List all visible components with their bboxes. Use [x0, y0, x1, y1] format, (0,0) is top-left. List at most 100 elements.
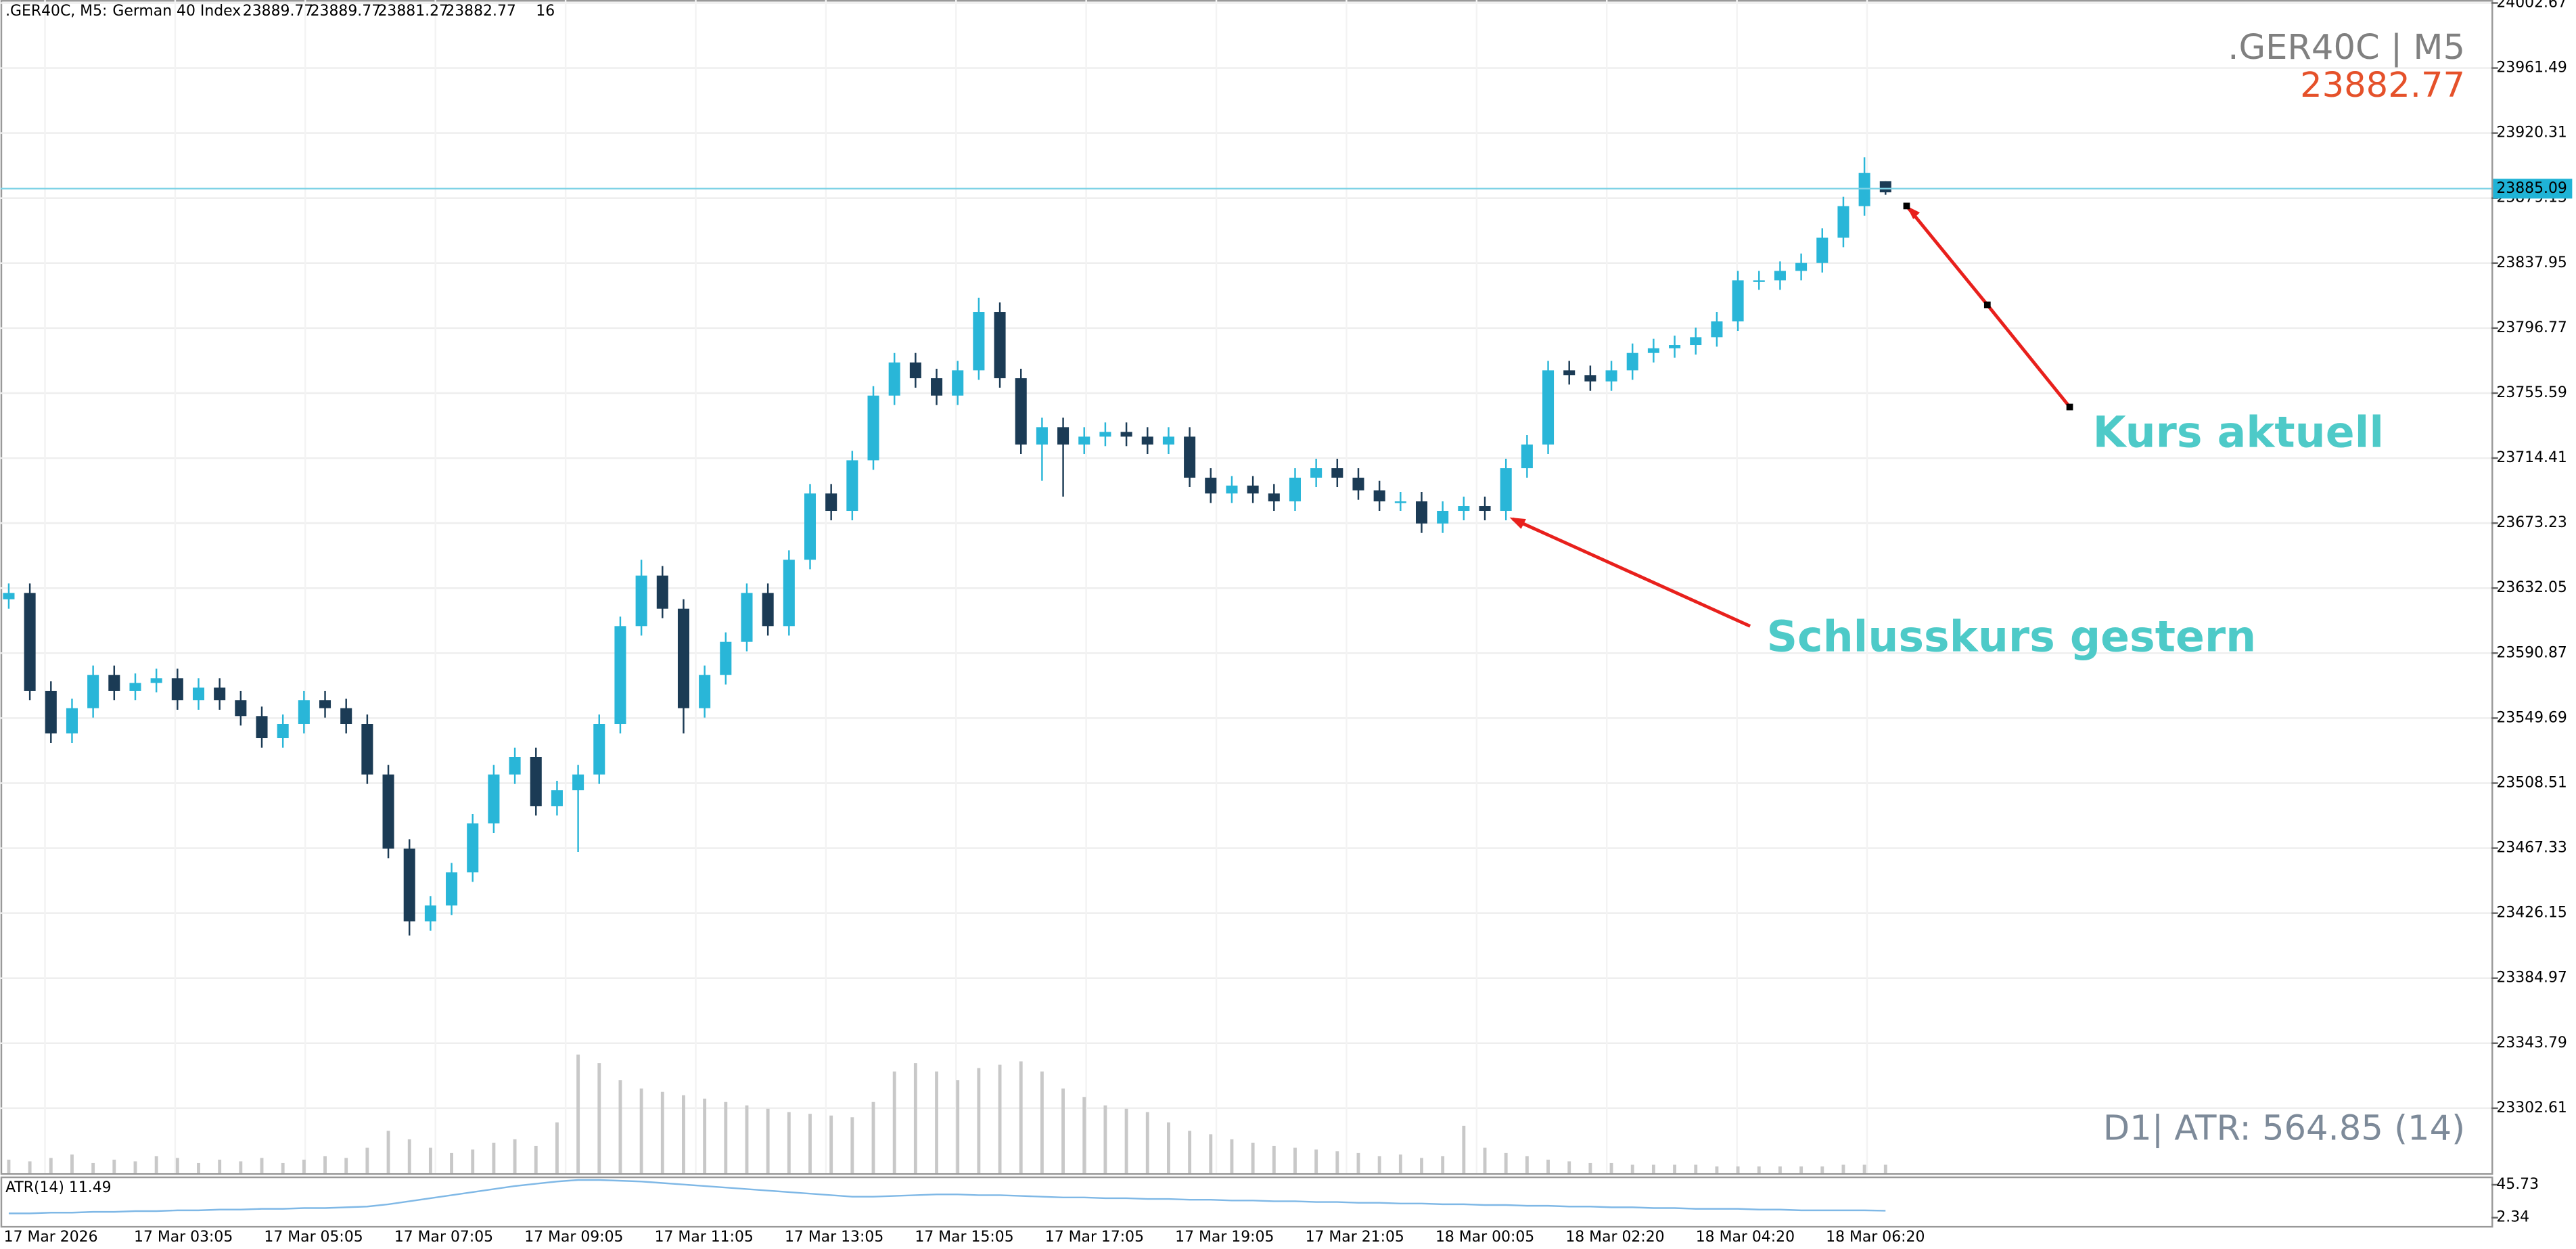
candle-body	[1289, 478, 1301, 502]
candle-body	[530, 757, 542, 807]
atr-title: ATR(14) 11.49	[5, 1179, 112, 1196]
y-tick-label: 23837.95	[2496, 254, 2567, 271]
price-label-box	[2493, 179, 2573, 199]
candle-body	[256, 716, 268, 739]
y-tick-label: 23961.49	[2496, 60, 2567, 76]
atr-pane	[0, 1176, 2493, 1228]
x-tick-label: 17 Mar 19:05	[1175, 1229, 1274, 1246]
candle-body	[1226, 485, 1238, 494]
y-tick-label: 23549.69	[2496, 709, 2567, 726]
candle-body	[909, 362, 921, 379]
last-price: 23882.77	[2300, 66, 2465, 106]
candle-body	[1711, 321, 1723, 338]
candle-body	[235, 700, 247, 717]
candle-body	[87, 675, 99, 708]
y-tick-label: 23426.15	[2496, 905, 2567, 922]
candle-body	[108, 675, 120, 691]
candle-body	[1626, 353, 1638, 371]
candle-body	[720, 641, 732, 675]
candle-body	[1521, 445, 1533, 469]
candle-body	[1753, 280, 1765, 282]
candle-body	[150, 678, 162, 683]
candle-body	[677, 608, 689, 708]
arrow-head	[1509, 517, 1526, 529]
candle-body	[214, 687, 226, 701]
candle-body	[340, 708, 352, 725]
x-tick-label: 17 Mar 17:05	[1045, 1229, 1144, 1246]
y-tick-label: 24002.67	[2496, 0, 2567, 11]
x-tick-label: 18 Mar 04:20	[1696, 1229, 1795, 1246]
y-tick-label: 23796.77	[2496, 319, 2567, 336]
atr-line	[8, 1179, 1886, 1214]
candle-body	[1563, 370, 1576, 376]
handle	[2066, 403, 2073, 411]
y-tick-label: 23755.59	[2496, 384, 2567, 401]
x-tick-label: 17 Mar 09:05	[524, 1229, 623, 1246]
candle-body	[572, 774, 584, 790]
y-tick-label: 23302.61	[2496, 1099, 2567, 1116]
annotation: Kurs aktuell	[2093, 407, 2384, 457]
price-label: 23885.09	[2496, 180, 2567, 197]
header-spread: 16	[536, 3, 555, 20]
x-tick-label: 17 Mar 13:05	[785, 1229, 883, 1246]
candle-body	[741, 593, 753, 642]
candle-body	[1479, 506, 1491, 512]
marks	[3, 157, 1891, 1214]
candle-body	[488, 774, 500, 823]
candle-body	[277, 724, 289, 739]
candle-body	[888, 362, 900, 396]
candle-body	[361, 724, 373, 775]
header-open: 23889.77	[243, 3, 314, 20]
candle-body	[1795, 263, 1808, 271]
candle-body	[1268, 493, 1280, 502]
candle-body	[1879, 181, 1891, 193]
header-description: German 40 Index	[112, 3, 241, 20]
candle-body	[973, 312, 985, 371]
candle-body	[424, 905, 436, 922]
candle-body	[1078, 436, 1090, 445]
candle-body	[1647, 348, 1659, 353]
candle-body	[1500, 468, 1512, 512]
candle-body	[66, 708, 78, 734]
candle-body	[1437, 511, 1449, 524]
y-tick-label: 23920.31	[2496, 124, 2567, 141]
candle-body	[1352, 478, 1364, 491]
candle-body	[1162, 436, 1174, 445]
candle-body	[3, 593, 15, 599]
candle-body	[1120, 432, 1132, 437]
candle-body	[1205, 478, 1217, 494]
header-close: 23882.77	[445, 3, 516, 20]
candle-body	[1690, 337, 1702, 346]
candle-body	[1584, 375, 1596, 382]
candle-body	[1184, 436, 1196, 478]
candle-body	[783, 560, 795, 627]
candle-body	[298, 700, 310, 725]
candle-body	[1542, 370, 1555, 445]
x-tick-label: 17 Mar 11:05	[655, 1229, 754, 1246]
candle-body	[1036, 427, 1048, 445]
candle-body	[1669, 345, 1681, 348]
candle-body	[614, 626, 626, 725]
x-tick-label: 18 Mar 06:20	[1826, 1229, 1925, 1246]
candle-body	[192, 687, 205, 701]
candle-body	[635, 575, 647, 627]
candle-body	[994, 312, 1006, 379]
candle-body	[129, 683, 141, 691]
handle	[1983, 301, 1991, 309]
candle-body	[1099, 432, 1111, 437]
candle-body	[699, 675, 711, 708]
candle-body	[319, 700, 331, 708]
y-tick-label: 23508.51	[2496, 774, 2567, 791]
candle-body	[1015, 378, 1027, 445]
candle-body	[1373, 490, 1385, 502]
y-tick-label: 23384.97	[2496, 970, 2567, 986]
candle-body	[825, 493, 837, 512]
candle-body	[1310, 468, 1322, 478]
x-tick-label: 18 Mar 00:05	[1435, 1229, 1534, 1246]
y-tick-label: 23590.87	[2496, 644, 2567, 661]
candle-body	[593, 724, 605, 775]
candle-body	[446, 872, 458, 906]
y-tick-label: 23467.33	[2496, 840, 2567, 857]
candle-body	[1141, 436, 1153, 445]
